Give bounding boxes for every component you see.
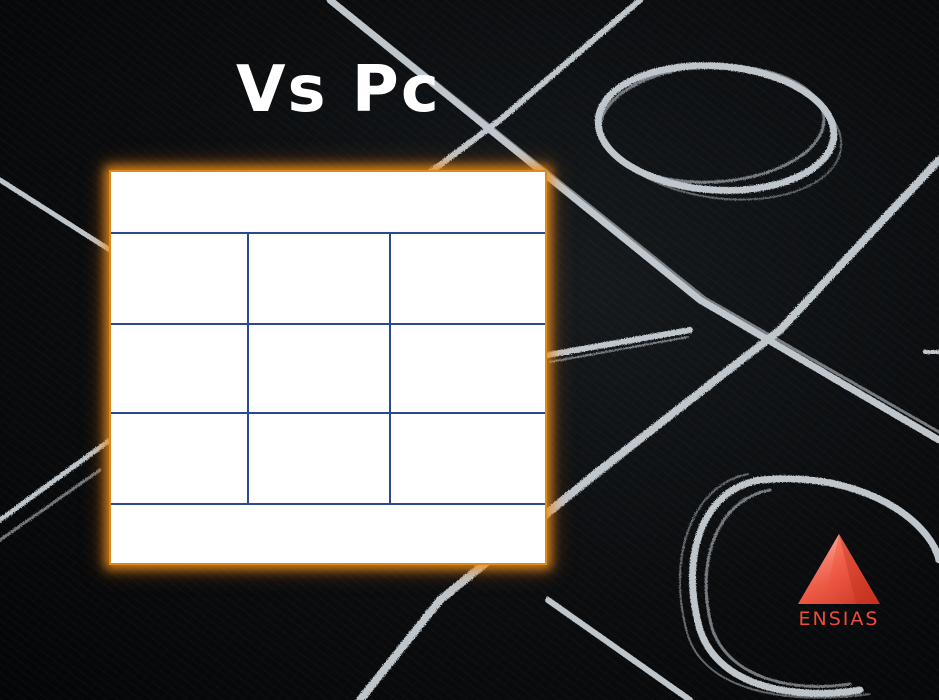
grid-cell-r2-c1[interactable] <box>111 325 247 412</box>
grid-vertical-line <box>389 234 391 503</box>
grid-cell-r3-c3[interactable] <box>391 414 545 503</box>
mode-title: Vs Pc <box>236 53 441 127</box>
grid-vertical-line <box>247 234 249 503</box>
board-status-top <box>111 172 545 232</box>
ensias-logo: ENSIAS <box>776 532 902 638</box>
grid-cell-r1-c2[interactable] <box>249 234 389 323</box>
grid-horizontal-line <box>111 323 545 325</box>
triangle-logo-icon <box>798 534 880 604</box>
logo-text: ENSIAS <box>798 608 880 630</box>
grid-cell-r3-c2[interactable] <box>249 414 389 503</box>
grid-cell-r1-c3[interactable] <box>391 234 545 323</box>
tic-tac-toe-grid <box>111 232 545 505</box>
game-board <box>109 170 547 565</box>
grid-cell-r3-c1[interactable] <box>111 414 247 503</box>
grid-cell-r2-c2[interactable] <box>249 325 389 412</box>
grid-horizontal-line <box>111 412 545 414</box>
grid-cell-r2-c3[interactable] <box>391 325 545 412</box>
board-status-bottom <box>111 505 545 563</box>
grid-cell-r1-c1[interactable] <box>111 234 247 323</box>
